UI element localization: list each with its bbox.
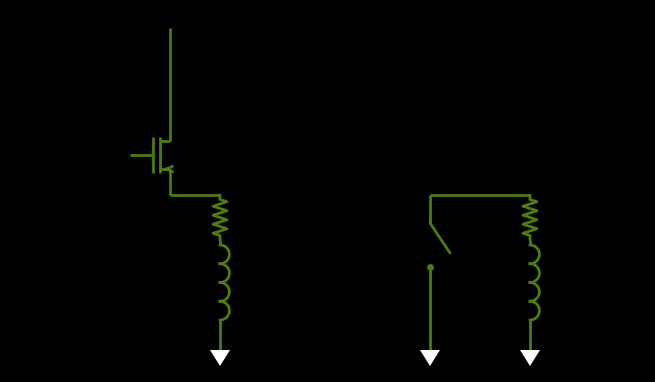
Polygon shape <box>420 350 440 366</box>
Polygon shape <box>520 350 540 366</box>
Polygon shape <box>210 350 230 366</box>
